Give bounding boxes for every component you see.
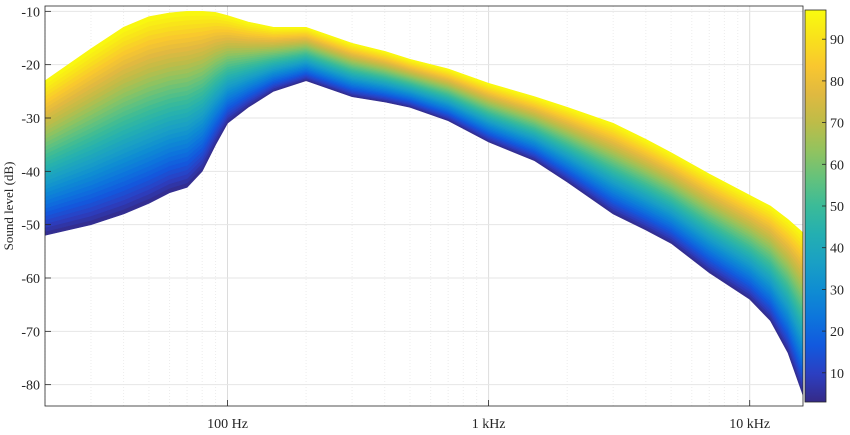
- x-axis-ticks: 100 Hz 1 kHz 10 kHz: [207, 400, 770, 432]
- plot-frame: [44, 5, 804, 407]
- spectrum-band: [45, 11, 803, 396]
- x-tick-label: 10 kHz: [729, 417, 770, 430]
- y-tick-label: -70: [21, 325, 40, 340]
- colorbar-tick-label: 80: [830, 75, 844, 90]
- colorbar-tick-label: 10: [830, 367, 844, 382]
- y-tick-label: -40: [21, 165, 40, 180]
- colorbar-tick-label: 90: [830, 33, 844, 48]
- x-tick-label: 100 Hz: [207, 417, 248, 430]
- colorbar: 10 20 30 40 50 60 70 80 90: [804, 9, 844, 403]
- y-tick-label: -50: [21, 219, 40, 234]
- colorbar-tick-label: 40: [830, 242, 844, 257]
- y-tick-label: -60: [21, 272, 40, 287]
- y-tick-label: -80: [21, 379, 40, 394]
- y-axis-ticks: -10 -20 -30 -40 -50 -60 -70 -80: [21, 5, 51, 394]
- axes: [44, 5, 804, 407]
- y-tick-label: -30: [21, 112, 40, 127]
- x-tick-label: 1 kHz: [472, 417, 506, 430]
- colorbar-tick-label: 30: [830, 283, 844, 298]
- y-tick-label: -10: [21, 5, 40, 20]
- colorbar-tick-label: 20: [830, 325, 844, 340]
- colorbar-tick-label: 50: [830, 200, 844, 215]
- y-tick-label: -20: [21, 59, 40, 74]
- y-axis-label: Sound level (dB): [1, 162, 16, 251]
- band-level-strip: [45, 11, 803, 238]
- colorbar-tick-label: 60: [830, 158, 844, 173]
- colorbar-tick-label: 70: [830, 117, 844, 132]
